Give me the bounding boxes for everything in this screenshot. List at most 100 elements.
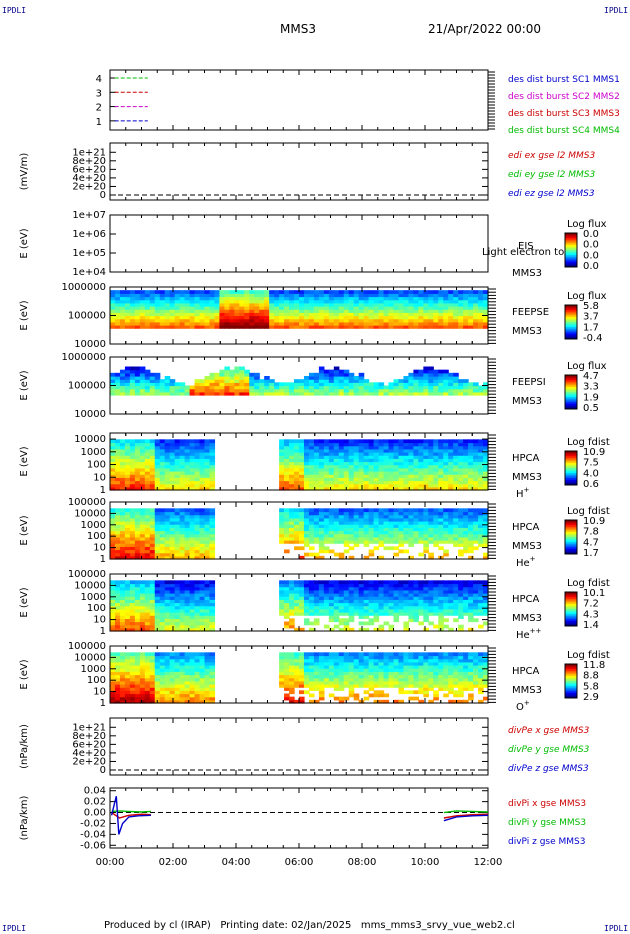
- heatmap-cell: [114, 621, 121, 626]
- heatmap-cell: [169, 471, 176, 475]
- heatmap-cell: [294, 445, 300, 450]
- heatmap-cell: [438, 448, 444, 453]
- heatmap-cell: [368, 612, 375, 616]
- heatmap-cell: [119, 530, 126, 535]
- heatmap-cell: [373, 533, 380, 538]
- heatmap-cell: [463, 511, 469, 516]
- heatmap-cell: [294, 315, 300, 320]
- heatmap-cell: [388, 580, 395, 585]
- heatmap-cell: [234, 312, 240, 317]
- heatmap-cell: [383, 593, 390, 597]
- heatmap-cell: [453, 517, 459, 522]
- heatmap-cell: [428, 312, 434, 317]
- heatmap-cell: [303, 388, 310, 393]
- heatmap-cell: [473, 296, 479, 301]
- heatmap-cell: [239, 385, 245, 390]
- heatmap-cell: [358, 612, 365, 616]
- heatmap-cell: [473, 455, 479, 459]
- colorbar-cell: [565, 402, 577, 405]
- heatmap-cell: [184, 521, 191, 525]
- heatmap-cell: [264, 379, 270, 383]
- heatmap-cell: [303, 290, 310, 294]
- heatmap-cell: [463, 312, 469, 317]
- heatmap-cell: [174, 536, 181, 541]
- heatmap-cell: [393, 552, 400, 557]
- heatmap-cell: [438, 508, 444, 513]
- heatmap-cell: [318, 299, 325, 304]
- heatmap-cell: [174, 296, 181, 301]
- heatmap-cell: [438, 379, 444, 383]
- colorbar-cell: [565, 311, 577, 314]
- heatmap-cell: [363, 621, 370, 626]
- heatmap-cell: [194, 549, 201, 554]
- y-tick-label: 10: [93, 472, 106, 483]
- heatmap-cell: [353, 543, 360, 547]
- heatmap-cell: [453, 385, 459, 390]
- heatmap-cell: [458, 296, 464, 301]
- heatmap-cell: [478, 455, 484, 459]
- heatmap-cell: [353, 452, 360, 456]
- heatmap-cell: [169, 540, 176, 544]
- heatmap-cell: [119, 618, 126, 623]
- heatmap-cell: [423, 372, 429, 377]
- heatmap-cell: [254, 306, 260, 310]
- heatmap-cell: [318, 477, 325, 482]
- heatmap-cell: [204, 474, 211, 478]
- heatmap-cell: [423, 514, 429, 519]
- heatmap-cell: [408, 521, 414, 525]
- heatmap-cell: [139, 471, 146, 475]
- colorbar-cell: [565, 261, 577, 265]
- heatmap-cell: [463, 382, 469, 387]
- heatmap-cell: [433, 388, 439, 393]
- heatmap-cell: [184, 508, 191, 513]
- heatmap-cell: [144, 385, 151, 390]
- heatmap-cell: [199, 621, 206, 626]
- heatmap-cell: [373, 521, 380, 525]
- heatmap-cell: [139, 455, 146, 459]
- heatmap-cell: [323, 439, 330, 444]
- heatmap-cell: [393, 527, 400, 532]
- heatmap-cell: [403, 467, 410, 472]
- heatmap-cell: [413, 385, 419, 390]
- heatmap-cell: [338, 608, 345, 613]
- heatmap-cell: [149, 309, 156, 313]
- heatmap-cell: [428, 458, 434, 463]
- heatmap-cell: [408, 293, 414, 298]
- heatmap-cell: [299, 455, 305, 459]
- heatmap-cell: [209, 318, 216, 323]
- heatmap-cell: [353, 464, 360, 469]
- heatmap-cell: [169, 483, 176, 488]
- heatmap-cell: [363, 299, 370, 304]
- heatmap-cell: [164, 517, 171, 522]
- heatmap-cell: [184, 471, 191, 475]
- heatmap-cell: [154, 605, 161, 610]
- heatmap-cell: [124, 486, 131, 491]
- heatmap-cell: [388, 455, 395, 459]
- heatmap-cell: [129, 593, 136, 597]
- heatmap-cell: [204, 442, 211, 447]
- heatmap-cell: [119, 524, 126, 528]
- panel-frame: [109, 214, 489, 273]
- heatmap-cell: [393, 540, 400, 544]
- heatmap-cell: [124, 605, 131, 610]
- heatmap-cell: [368, 514, 375, 519]
- instrument-label: FEEPSE: [512, 307, 549, 318]
- heatmap-cell: [458, 299, 464, 304]
- heatmap-cell: [164, 293, 171, 298]
- heatmap-cell: [358, 508, 365, 513]
- heatmap-cell: [323, 596, 330, 600]
- heatmap-cell: [313, 555, 320, 560]
- heatmap-cell: [443, 552, 449, 557]
- heatmap-cell: [453, 530, 459, 535]
- heatmap-cell: [398, 508, 405, 513]
- heatmap-cell: [129, 612, 136, 616]
- heatmap-cell: [403, 312, 410, 317]
- heatmap-cell: [194, 508, 201, 513]
- heatmap-cell: [343, 452, 350, 456]
- heatmap-cell: [303, 461, 310, 466]
- heatmap-cell: [378, 464, 385, 469]
- heatmap-cell: [159, 448, 166, 453]
- heatmap-cell: [159, 486, 166, 491]
- heatmap-cell: [323, 467, 330, 472]
- heatmap-cell: [214, 299, 221, 304]
